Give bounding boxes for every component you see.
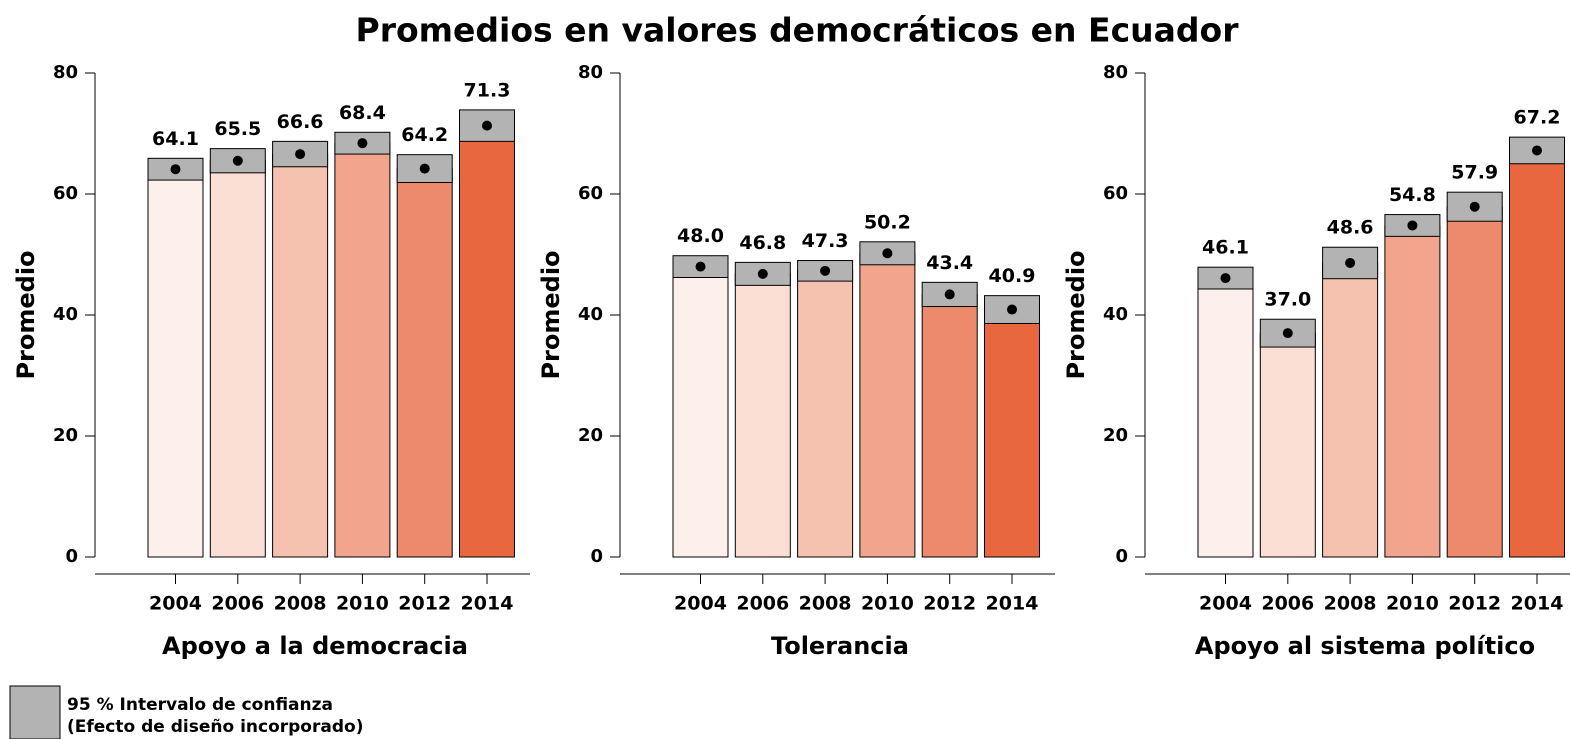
y-tick-label: 20 (578, 425, 603, 446)
y-tick-label: 0 (590, 546, 603, 567)
x-tick-label: 2008 (799, 593, 852, 615)
chart-title: Promedios en valores democráticos en Ecu… (356, 11, 1240, 50)
value-label: 47.3 (802, 230, 849, 252)
bar (1322, 262, 1379, 558)
y-tick-label: 40 (1103, 304, 1128, 325)
y-axis-label: Promedio (1062, 250, 1090, 379)
bar (209, 160, 266, 558)
y-axis-label: Promedio (537, 250, 565, 379)
mean-dot (170, 164, 181, 175)
y-tick-label: 20 (1103, 425, 1128, 446)
y-tick-label: 40 (53, 304, 78, 325)
y-tick-label: 60 (53, 183, 78, 204)
value-label: 48.6 (1327, 217, 1374, 239)
mean-dot (882, 248, 893, 259)
value-label: 66.6 (277, 111, 324, 133)
x-tick-label: 2004 (674, 593, 727, 615)
mean-dot (419, 163, 430, 174)
bar (672, 266, 729, 558)
mean-dot (1345, 257, 1356, 268)
value-label: 46.8 (739, 232, 786, 254)
bar (334, 142, 391, 558)
value-label: 37.0 (1264, 289, 1311, 311)
value-label: 65.5 (214, 118, 261, 140)
mean-dot (1220, 273, 1231, 284)
y-tick-label: 0 (65, 546, 78, 567)
x-axis-label: Apoyo a la democracia (162, 632, 468, 660)
x-tick-label: 2012 (923, 593, 976, 615)
y-tick-label: 80 (53, 62, 78, 83)
value-label: 71.3 (464, 79, 511, 101)
y-tick-label: 20 (53, 425, 78, 446)
x-tick-label: 2004 (1199, 593, 1252, 615)
bar (1509, 149, 1565, 558)
bar (797, 270, 854, 558)
x-tick-label: 2006 (1261, 593, 1314, 615)
x-tick-label: 2014 (1511, 593, 1564, 615)
bar (1384, 224, 1441, 558)
y-tick-label: 40 (578, 304, 603, 325)
mean-dot (1407, 220, 1418, 231)
x-tick-label: 2008 (274, 593, 327, 615)
bar (459, 125, 515, 558)
bar (734, 273, 791, 558)
bar (147, 168, 204, 558)
value-label: 67.2 (1514, 107, 1561, 129)
legend-text: (Efecto de diseño incorporado) (67, 717, 363, 737)
mean-dot (1469, 201, 1480, 212)
bar (1197, 277, 1254, 558)
legend-swatch (9, 685, 61, 739)
x-tick-label: 2014 (986, 593, 1039, 615)
x-tick-label: 2010 (861, 593, 914, 615)
mean-dot (482, 120, 492, 131)
mean-dot (357, 138, 368, 149)
value-label: 40.9 (989, 265, 1036, 287)
value-label: 48.0 (677, 225, 724, 247)
y-tick-label: 80 (578, 62, 603, 83)
mean-dot (944, 289, 955, 300)
mean-dot (232, 155, 243, 166)
value-label: 50.2 (864, 211, 911, 233)
y-axis-label: Promedio (12, 250, 40, 379)
x-tick-label: 2010 (336, 593, 389, 615)
x-tick-label: 2008 (1324, 593, 1377, 615)
x-tick-label: 2004 (149, 593, 202, 615)
bar (272, 153, 329, 558)
y-tick-label: 80 (1103, 62, 1128, 83)
bar (984, 309, 1040, 558)
mean-dot (1532, 145, 1542, 156)
x-tick-label: 2006 (211, 593, 264, 615)
value-label: 43.4 (926, 252, 973, 274)
x-axis-label: Tolerancia (771, 632, 909, 660)
bar (1259, 332, 1316, 558)
bar (396, 168, 453, 558)
value-label: 64.1 (152, 128, 199, 150)
value-label: 54.8 (1389, 184, 1436, 206)
y-tick-label: 60 (578, 183, 603, 204)
mean-dot (820, 265, 831, 276)
mean-dot (1007, 304, 1017, 315)
value-label: 57.9 (1451, 162, 1498, 184)
mean-dot (695, 261, 706, 272)
value-label: 68.4 (339, 102, 386, 124)
bar (1446, 206, 1503, 558)
x-axis-label: Apoyo al sistema político (1195, 632, 1535, 660)
value-label: 46.1 (1202, 237, 1249, 259)
x-tick-label: 2012 (398, 593, 451, 615)
x-tick-label: 2010 (1386, 593, 1439, 615)
value-label: 64.2 (401, 124, 448, 146)
mean-dot (1282, 328, 1293, 339)
legend-text: 95 % Intervalo de confianza (67, 695, 333, 715)
bar (921, 293, 978, 558)
x-tick-label: 2012 (1448, 593, 1501, 615)
mean-dot (295, 149, 306, 160)
x-tick-label: 2014 (461, 593, 514, 615)
y-tick-label: 0 (1115, 546, 1128, 567)
y-tick-label: 60 (1103, 183, 1128, 204)
mean-dot (757, 268, 768, 279)
bar (859, 252, 916, 558)
x-tick-label: 2006 (736, 593, 789, 615)
